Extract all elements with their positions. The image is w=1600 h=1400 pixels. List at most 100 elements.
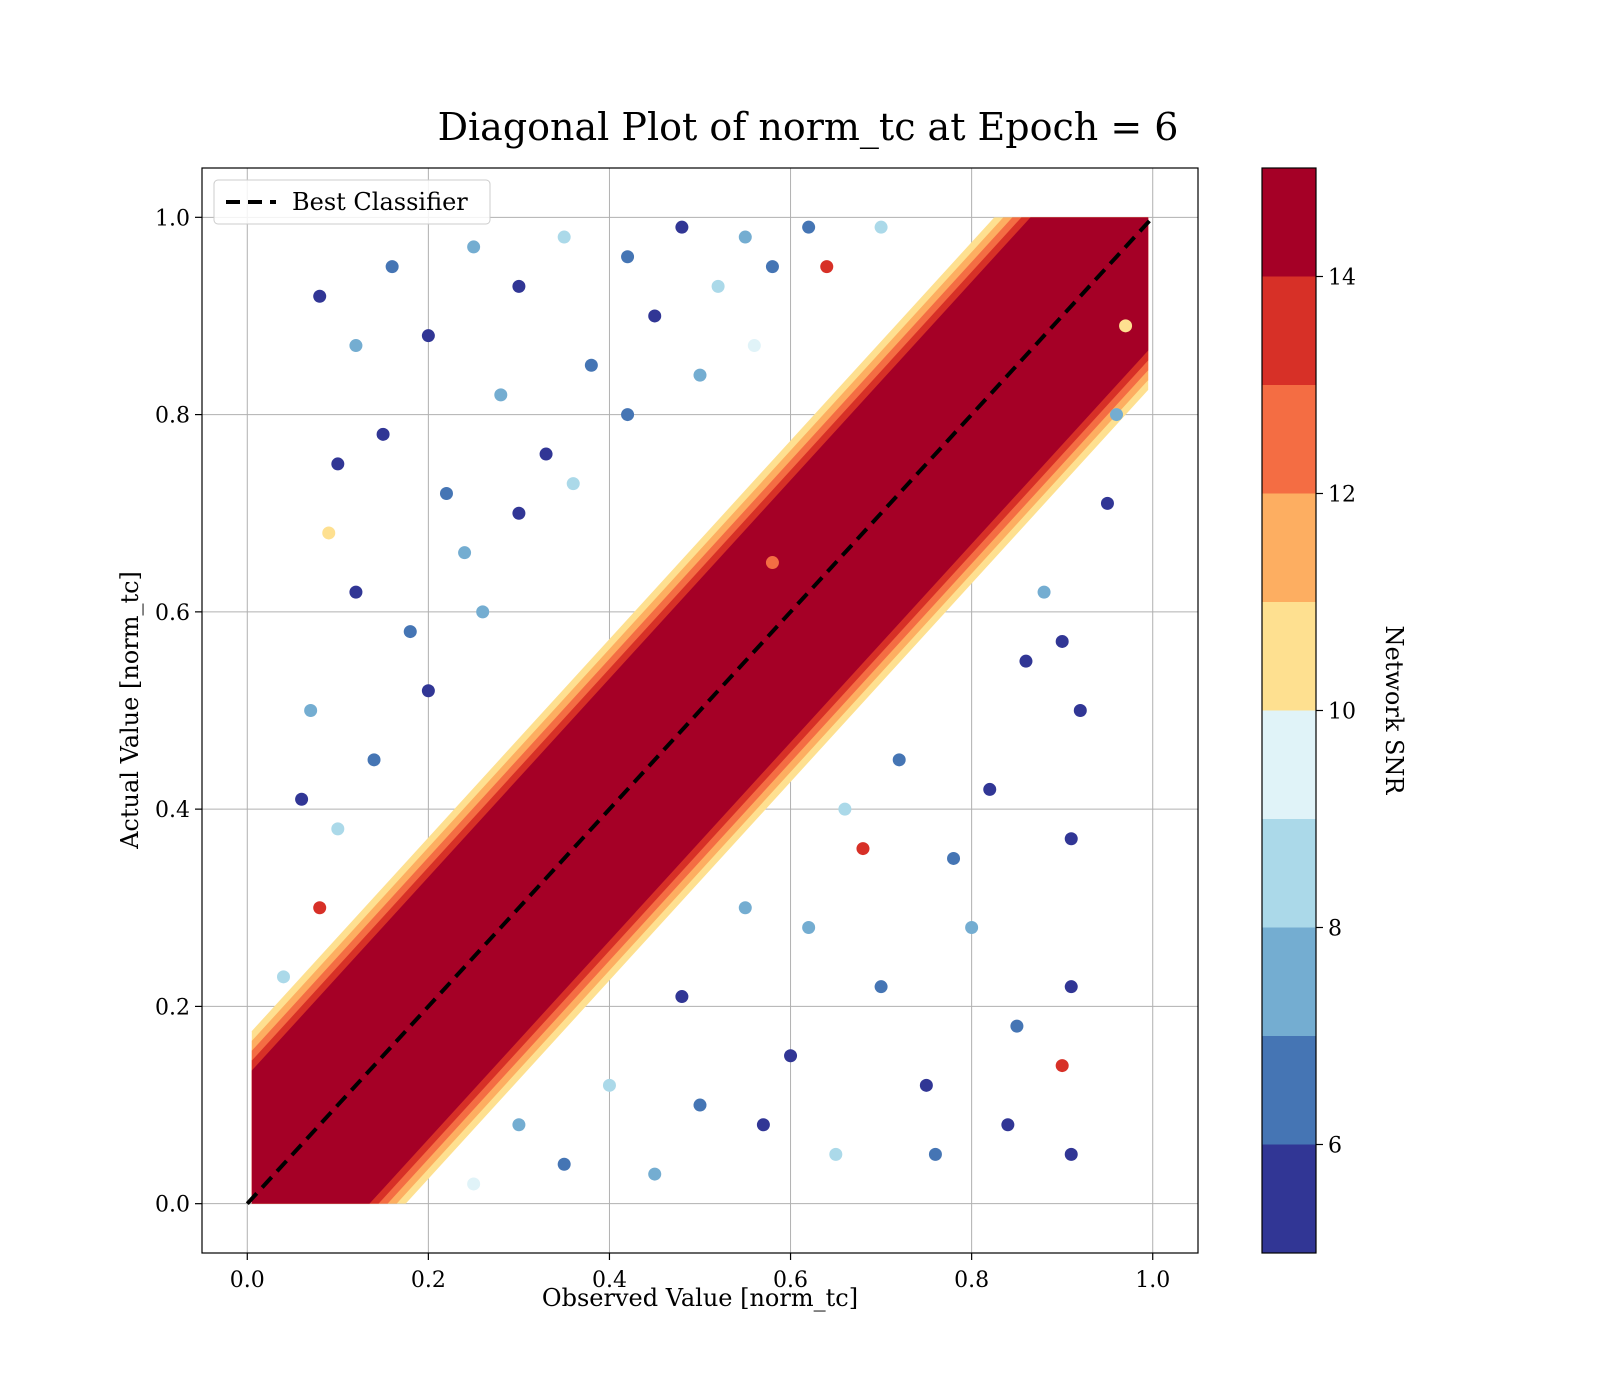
scatter-point	[648, 309, 662, 323]
scatter-point	[467, 1177, 481, 1191]
scatter-point	[648, 1167, 662, 1181]
colorbar-segment	[1262, 819, 1316, 928]
scatter-point	[512, 279, 526, 293]
scatter-point	[421, 684, 435, 698]
x-tick-label: 0.6	[773, 1268, 808, 1293]
colorbar-tick-label: 10	[1328, 700, 1356, 725]
scatter-point	[557, 1157, 571, 1171]
scatter-point	[756, 1118, 770, 1132]
scatter-point	[621, 408, 635, 422]
colorbar-label: Network SNR	[1380, 626, 1408, 796]
best-classifier-line	[245, 215, 1155, 1206]
scatter-point	[802, 921, 816, 934]
y-tick-label: 1.0	[155, 206, 190, 231]
scatter-point	[385, 260, 399, 274]
colorbar-segment	[1262, 710, 1316, 819]
scatter-point	[983, 782, 997, 796]
plot-frame	[201, 167, 1199, 1254]
scatter-point	[693, 368, 707, 382]
scatter-point	[874, 220, 888, 234]
scatter-point	[947, 851, 961, 865]
scatter-point	[621, 250, 635, 264]
x-tick-label: 1.0	[1135, 1268, 1170, 1293]
legend-label: Best Classifier	[292, 188, 468, 216]
scatter-point	[1100, 496, 1114, 510]
scatter-point	[376, 427, 390, 441]
scatter-point	[820, 260, 834, 274]
scatter-point	[566, 477, 580, 491]
colorbar-tick-label: 12	[1328, 483, 1356, 508]
scatter-point	[494, 388, 508, 402]
scatter-point	[467, 240, 481, 254]
scatter-point	[512, 1118, 526, 1132]
scatter-point	[1037, 585, 1051, 599]
scatter-point	[539, 447, 553, 461]
scatter-point	[765, 556, 779, 570]
scatter-point	[1073, 704, 1087, 717]
scatter-point	[1019, 654, 1033, 668]
scatter-point	[838, 802, 852, 816]
scatter-point	[512, 506, 526, 520]
scatter-point	[784, 1049, 798, 1063]
scatter-point	[675, 220, 689, 234]
scatter-point	[458, 546, 472, 560]
scatter-point	[1001, 1118, 1015, 1132]
scatter-point	[802, 220, 816, 234]
colorbar-segment	[1262, 1144, 1316, 1253]
scatter-point	[919, 1078, 933, 1092]
x-tick-label: 0.2	[411, 1268, 446, 1293]
x-axis-label: Observed Value [norm_tc]	[542, 1284, 858, 1312]
scatter-point	[1055, 634, 1069, 648]
scatter-point	[747, 339, 761, 353]
x-tick-label: 0.8	[954, 1268, 989, 1293]
x-axis-ticks: 0.0 0.2 0.4 0.6 0.8 1.0	[230, 1253, 1170, 1293]
scatter-point	[313, 289, 327, 303]
scatter-point	[557, 230, 571, 244]
scatter-point	[1064, 980, 1078, 994]
scatter-point	[403, 625, 417, 639]
colorbar-segment	[1262, 385, 1316, 494]
scatter-point	[367, 753, 381, 767]
x-tick-label: 0.0	[230, 1268, 265, 1293]
scatter-point	[295, 792, 309, 806]
y-tick-label: 0.8	[155, 404, 190, 429]
scatter-point	[331, 457, 345, 471]
scatter-point	[276, 970, 290, 984]
colorbar-tick-label: 6	[1328, 1134, 1342, 1159]
legend-box	[213, 179, 491, 225]
scatter-point	[965, 921, 979, 934]
scatter-point	[675, 990, 689, 1004]
scatter-point	[1064, 832, 1078, 846]
x-tick-label: 0.4	[592, 1268, 627, 1293]
scatter-point	[928, 1147, 942, 1161]
scatter-point	[829, 1147, 843, 1161]
scatter-point	[349, 339, 363, 353]
scatter-point	[693, 1098, 707, 1112]
scatter-point	[304, 704, 318, 717]
y-tick-label: 0.0	[155, 1193, 190, 1218]
colorbar-tick-label: 14	[1328, 266, 1356, 291]
scatter-point	[476, 605, 490, 619]
scatter-point	[892, 753, 906, 767]
scatter-point	[738, 901, 752, 915]
scatter-point	[1119, 319, 1133, 333]
y-axis-ticks: 0.0 0.2 0.4 0.6 0.8 1.0	[155, 206, 202, 1218]
scatter-point	[1110, 408, 1124, 422]
scatter-point	[313, 901, 327, 915]
scatter-point	[584, 358, 598, 372]
chart-title: Diagonal Plot of norm_tc at Epoch = 6	[438, 105, 1179, 150]
scatter-point	[856, 842, 870, 856]
scatter-point	[1055, 1059, 1069, 1073]
scatter-point	[322, 526, 336, 540]
colorbar: 6 8 10 12 14	[1261, 167, 1356, 1254]
colorbar-segment	[1262, 168, 1316, 277]
scatter-point	[1010, 1019, 1024, 1033]
y-tick-label: 0.6	[155, 601, 190, 626]
scatter-point	[738, 230, 752, 244]
legend: Best Classifier	[213, 179, 491, 225]
scatter-point	[711, 279, 725, 293]
y-axis-label: Actual Value [norm_tc]	[116, 571, 144, 850]
colorbar-segment	[1262, 602, 1316, 711]
colorbar-segment	[1262, 276, 1316, 385]
